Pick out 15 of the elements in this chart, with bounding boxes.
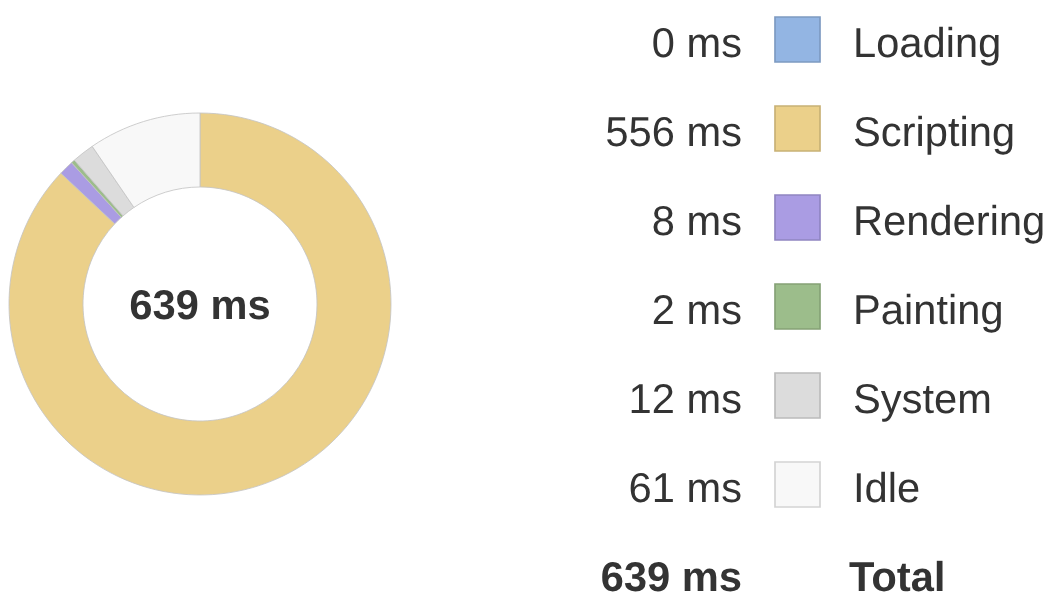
text: 0 ms	[653, 27, 741, 58]
legend-label: Idle	[856, 471, 919, 503]
data-label: 556 ms	[607, 116, 741, 147]
text: Total	[849, 560, 943, 592]
legend-label: Painting	[856, 293, 1001, 333]
text: 639 ms	[602, 561, 741, 592]
legend-label: Scripting	[854, 115, 1013, 155]
legend-label: Loading	[856, 26, 999, 66]
text: 639 ms	[130, 290, 269, 320]
data-label: 61 ms	[630, 472, 741, 503]
data-label: 8 ms	[653, 205, 741, 236]
data-label: 12 ms	[631, 383, 741, 414]
data-label: 2 ms	[653, 294, 741, 325]
legend-label: Rendering	[856, 204, 1043, 244]
legend-label: System	[854, 383, 990, 422]
